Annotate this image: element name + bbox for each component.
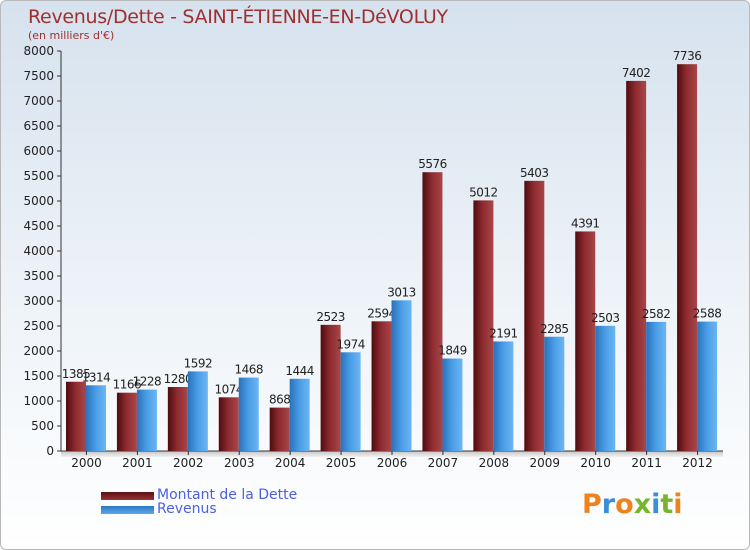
y-tick-label: 7000 bbox=[23, 94, 54, 108]
data-label-revenue-2002: 1592 bbox=[184, 356, 213, 370]
bar-revenue-2009 bbox=[544, 336, 565, 451]
logo-letter: r bbox=[601, 489, 616, 520]
data-label-debt-2012: 7736 bbox=[673, 49, 702, 63]
bar-revenue-2008 bbox=[493, 341, 514, 451]
data-label-debt-2008: 5012 bbox=[469, 185, 498, 199]
bar-revenue-2003 bbox=[238, 377, 259, 451]
bar-debt-2010 bbox=[575, 231, 596, 451]
y-tick-label: 1500 bbox=[23, 369, 54, 383]
data-label-debt-2009: 5403 bbox=[520, 166, 549, 180]
bar-debt-2008 bbox=[473, 200, 494, 451]
x-tick-label-2003: 2003 bbox=[224, 456, 255, 470]
data-label-debt-2003: 1074 bbox=[214, 382, 243, 396]
bar-revenue-2010 bbox=[595, 325, 616, 451]
y-tick-label: 5000 bbox=[23, 194, 54, 208]
data-label-revenue-2008: 2191 bbox=[489, 326, 518, 340]
y-tick-label: 2500 bbox=[23, 319, 54, 333]
bar-revenue-2005 bbox=[340, 352, 361, 451]
data-label-debt-2004: 868 bbox=[269, 393, 290, 407]
bar-debt-2011 bbox=[626, 80, 647, 452]
legend-label-revenue: Revenus bbox=[157, 501, 217, 517]
data-label-debt-2001: 1166 bbox=[113, 378, 142, 392]
y-tick-label: 6000 bbox=[23, 144, 54, 158]
proxiti-logo: Proxiti bbox=[582, 489, 683, 520]
logo-letter: i bbox=[673, 489, 683, 520]
bar-debt-2000 bbox=[66, 381, 86, 451]
bar-debt-2001 bbox=[116, 392, 137, 451]
x-tick-label-2012: 2012 bbox=[682, 456, 713, 470]
x-tick-label-2004: 2004 bbox=[275, 456, 306, 470]
y-tick-label: 3000 bbox=[23, 294, 54, 308]
chart-title: Revenus/Dette - SAINT-ÉTIENNE-EN-DéVOLUY bbox=[28, 6, 448, 28]
logo-letter: t bbox=[660, 489, 674, 520]
bar-revenue-2002 bbox=[187, 371, 208, 451]
y-tick-label: 5500 bbox=[23, 169, 54, 183]
bar-debt-2005 bbox=[320, 324, 341, 451]
y-tick-label: 2000 bbox=[23, 344, 54, 358]
bar-debt-2003 bbox=[218, 397, 239, 451]
logo-letter: P bbox=[582, 489, 602, 520]
y-tick-label: 500 bbox=[31, 419, 54, 433]
bar-revenue-2011 bbox=[646, 321, 667, 451]
x-tick-label-2008: 2008 bbox=[479, 456, 510, 470]
data-label-revenue-2000: 1314 bbox=[82, 370, 111, 384]
logo-letter: x bbox=[633, 489, 652, 520]
data-label-revenue-2009: 2285 bbox=[540, 322, 569, 336]
bar-revenue-2012 bbox=[697, 321, 718, 451]
data-label-revenue-2005: 1974 bbox=[336, 337, 365, 351]
bar-revenue-2004 bbox=[289, 378, 310, 451]
x-tick-label-2001: 2001 bbox=[122, 456, 153, 470]
bar-revenue-2001 bbox=[136, 389, 157, 451]
y-tick-label: 6500 bbox=[23, 119, 54, 133]
bar-revenue-2006 bbox=[391, 300, 412, 451]
legend-swatch-revenue bbox=[101, 506, 154, 514]
data-label-revenue-2004: 1444 bbox=[285, 364, 314, 378]
data-label-revenue-2003: 1468 bbox=[234, 363, 263, 377]
x-tick-label-2007: 2007 bbox=[428, 456, 459, 470]
legend-swatch-debt bbox=[101, 492, 154, 500]
y-tick-label: 0 bbox=[46, 444, 54, 458]
bar-debt-2004 bbox=[269, 407, 290, 451]
bar-debt-2006 bbox=[371, 321, 392, 451]
y-tick-label: 3500 bbox=[23, 269, 54, 283]
x-tick-label-2002: 2002 bbox=[173, 456, 204, 470]
bar-revenue-2007 bbox=[442, 358, 463, 451]
bar-debt-2009 bbox=[524, 180, 545, 451]
x-tick-label-2009: 2009 bbox=[529, 456, 560, 470]
data-label-debt-2000: 1385 bbox=[62, 367, 91, 381]
logo-letter: i bbox=[651, 489, 661, 520]
data-label-debt-2006: 2594 bbox=[367, 306, 396, 320]
data-label-revenue-2001: 1228 bbox=[133, 375, 162, 389]
data-label-debt-2002: 1280 bbox=[164, 372, 193, 386]
legend-label-debt: Montant de la Dette bbox=[157, 487, 298, 503]
data-label-debt-2010: 4391 bbox=[571, 216, 600, 230]
bar-debt-2002 bbox=[167, 387, 188, 451]
data-label-revenue-2012: 2588 bbox=[693, 307, 722, 321]
y-tick-label: 4000 bbox=[23, 244, 54, 258]
y-tick-label: 8000 bbox=[23, 44, 54, 58]
data-label-debt-2007: 5576 bbox=[418, 157, 447, 171]
x-tick-label-2000: 2000 bbox=[71, 456, 102, 470]
y-tick-label: 1000 bbox=[23, 394, 54, 408]
y-tick-label: 4500 bbox=[23, 219, 54, 233]
data-label-revenue-2011: 2582 bbox=[642, 307, 671, 321]
x-tick-label-2006: 2006 bbox=[377, 456, 408, 470]
bar-debt-2012 bbox=[677, 64, 698, 451]
data-label-revenue-2007: 1849 bbox=[438, 344, 467, 358]
bar-debt-2007 bbox=[422, 172, 443, 451]
data-label-revenue-2010: 2503 bbox=[591, 311, 620, 325]
bar-revenue-2000 bbox=[86, 385, 106, 451]
x-tick-label-2010: 2010 bbox=[580, 456, 611, 470]
data-label-revenue-2006: 3013 bbox=[387, 285, 416, 299]
data-label-debt-2005: 2523 bbox=[316, 310, 345, 324]
chart-subtitle: (en milliers d'€) bbox=[28, 29, 115, 42]
logo-letter: o bbox=[615, 489, 634, 520]
x-tick-label-2005: 2005 bbox=[326, 456, 357, 470]
x-tick-label-2011: 2011 bbox=[631, 456, 662, 470]
y-tick-label: 7500 bbox=[23, 69, 54, 83]
data-label-debt-2011: 7402 bbox=[622, 66, 651, 80]
